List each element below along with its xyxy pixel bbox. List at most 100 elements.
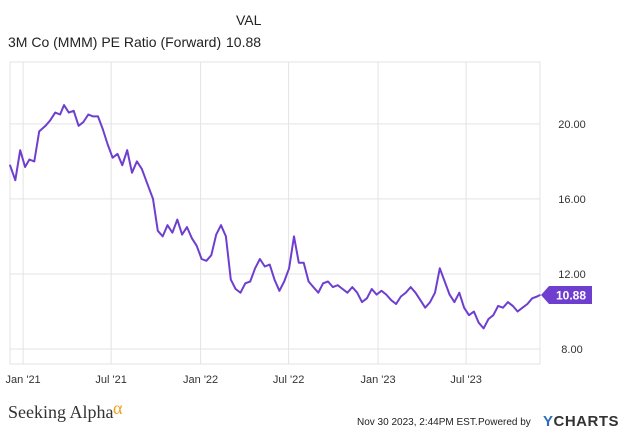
axis-layer: 8.00 12.00 16.00 20.00 Jan '21 Jul '21 Jan '22… bbox=[6, 119, 586, 386]
data-point bbox=[249, 280, 251, 283]
data-point bbox=[375, 293, 378, 296]
seeking-alpha-mark: α bbox=[113, 398, 123, 418]
end-value-label: 10.88 bbox=[556, 288, 586, 302]
data-point bbox=[487, 318, 490, 320]
data-point bbox=[512, 305, 514, 307]
data-point bbox=[157, 230, 159, 232]
data-point bbox=[439, 267, 441, 270]
data-point bbox=[473, 310, 475, 313]
data-point bbox=[220, 224, 222, 226]
data-point bbox=[278, 290, 281, 292]
y-tick-label: 12.00 bbox=[558, 269, 586, 281]
y-tick-label: 16.00 bbox=[558, 194, 586, 206]
data-point bbox=[191, 237, 193, 240]
data-point bbox=[239, 291, 242, 294]
data-point bbox=[205, 260, 208, 262]
data-point bbox=[106, 143, 109, 146]
data-point bbox=[72, 110, 75, 112]
data-point bbox=[234, 288, 237, 290]
data-point bbox=[200, 258, 203, 260]
y-tick-label: 20.00 bbox=[558, 119, 586, 131]
data-point bbox=[19, 149, 22, 151]
data-point bbox=[33, 160, 36, 163]
end-value-tag bbox=[541, 285, 592, 304]
data-point bbox=[322, 282, 324, 285]
series-line bbox=[9, 104, 541, 330]
data-point bbox=[225, 235, 227, 238]
x-tick-label: Jul '21 bbox=[95, 374, 126, 386]
y-tick-label: 8.00 bbox=[561, 344, 582, 356]
data-point bbox=[186, 226, 188, 228]
data-point bbox=[82, 121, 85, 123]
legend-series-name[interactable]: 3M Co (MMM) PE Ratio (Forward) bbox=[8, 34, 222, 50]
data-point bbox=[210, 254, 213, 256]
data-point bbox=[259, 258, 261, 260]
data-point bbox=[181, 233, 183, 236]
data-point bbox=[414, 291, 417, 294]
seeking-alpha-logo: Seeking Alpha bbox=[8, 402, 114, 422]
data-point bbox=[215, 233, 217, 236]
data-point bbox=[244, 282, 247, 285]
data-point bbox=[507, 301, 509, 303]
legend-series-value: 10.88 bbox=[226, 34, 262, 50]
data-point bbox=[317, 291, 320, 294]
data-point bbox=[521, 306, 524, 309]
series-layer: 10.88 bbox=[9, 104, 592, 330]
data-point bbox=[332, 286, 334, 288]
data-point bbox=[171, 231, 174, 234]
data-point bbox=[111, 156, 114, 159]
data-point bbox=[356, 291, 359, 294]
data-point bbox=[477, 321, 480, 324]
data-point bbox=[390, 299, 393, 302]
data-point bbox=[405, 291, 407, 294]
data-point bbox=[14, 179, 17, 181]
plot-frame bbox=[9, 61, 541, 365]
data-point bbox=[264, 265, 266, 268]
data-point bbox=[126, 149, 128, 151]
data-point bbox=[307, 280, 310, 283]
data-point bbox=[395, 303, 397, 305]
data-point bbox=[341, 288, 344, 290]
x-tick-label: Jan '21 bbox=[6, 374, 41, 386]
powered-by: Powered by bbox=[478, 417, 531, 428]
data-point bbox=[351, 286, 354, 288]
data-point bbox=[195, 245, 198, 247]
data-point bbox=[346, 291, 349, 294]
data-point bbox=[453, 301, 456, 303]
data-point bbox=[536, 295, 538, 298]
data-point bbox=[9, 164, 11, 166]
data-point bbox=[87, 113, 90, 116]
data-point bbox=[68, 111, 70, 114]
data-point bbox=[161, 235, 164, 238]
data-point bbox=[77, 125, 80, 127]
x-tick-label: Jan '22 bbox=[183, 374, 218, 386]
data-point bbox=[49, 119, 52, 121]
data-point bbox=[458, 291, 461, 294]
data-point bbox=[176, 218, 179, 221]
data-point bbox=[443, 280, 446, 283]
data-point bbox=[141, 168, 143, 170]
data-point bbox=[288, 267, 290, 270]
data-point bbox=[293, 235, 295, 238]
data-point bbox=[44, 125, 47, 127]
data-point bbox=[361, 301, 363, 303]
data-point bbox=[366, 297, 368, 300]
data-point bbox=[54, 111, 56, 114]
data-point bbox=[434, 291, 436, 294]
data-point bbox=[380, 290, 383, 292]
legend-column-header: VAL bbox=[236, 12, 262, 28]
data-point bbox=[283, 280, 286, 283]
x-tick-label: Jul '23 bbox=[450, 374, 481, 386]
grid-layer bbox=[9, 61, 541, 365]
data-point bbox=[116, 153, 119, 155]
data-point bbox=[92, 115, 94, 118]
data-point bbox=[152, 198, 154, 200]
data-point bbox=[516, 310, 519, 313]
data-point bbox=[463, 306, 465, 309]
data-point bbox=[38, 130, 40, 133]
data-point bbox=[302, 261, 305, 264]
data-point bbox=[121, 164, 124, 166]
data-point bbox=[97, 115, 99, 118]
data-point bbox=[497, 305, 500, 307]
